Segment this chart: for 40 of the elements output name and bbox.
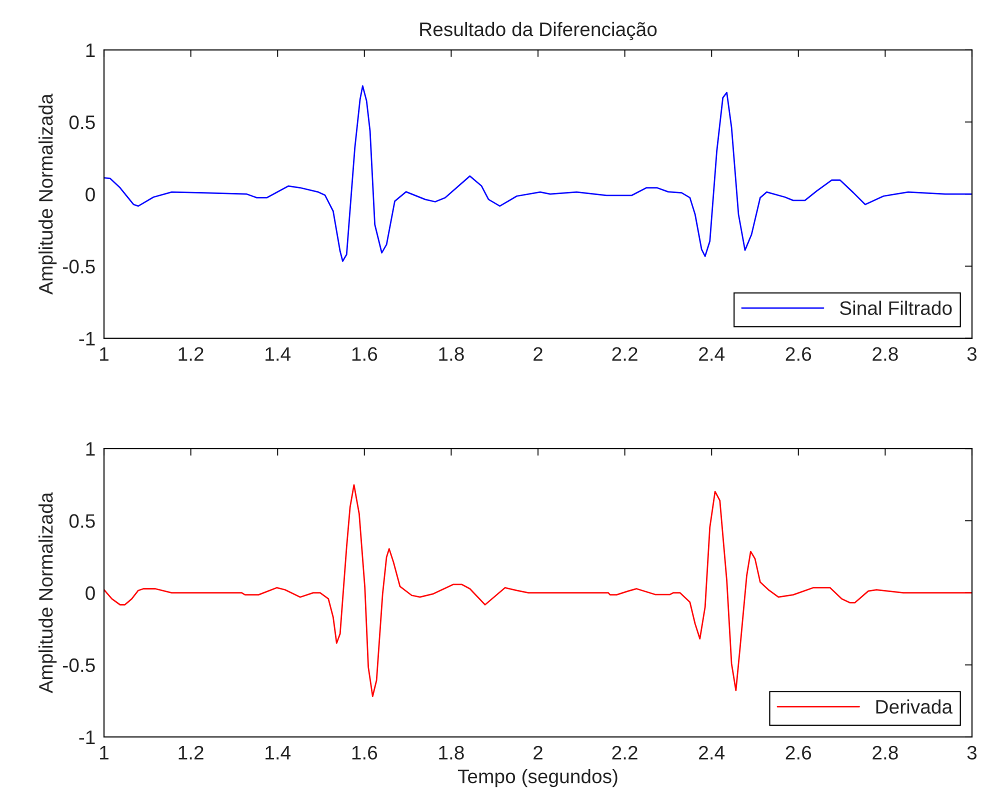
y-tick-label: 1 — [86, 442, 95, 456]
x-tick-label: 2.4 — [699, 347, 725, 361]
x-axis-title: Tempo (segundos) — [458, 768, 618, 788]
chart-title: Resultado da Diferenciação — [420, 22, 657, 40]
x-tick-label: 1.8 — [439, 746, 464, 760]
y-tick-label: -1 — [79, 730, 95, 744]
x-tick-label: 1.6 — [352, 746, 378, 760]
y-tick-label: 0.5 — [69, 514, 95, 528]
x-tick-label: 1 — [100, 746, 108, 760]
y-tick-label: 0.5 — [69, 115, 95, 130]
y-tick-label: -1 — [79, 332, 95, 346]
legend-label: Derivada — [876, 699, 953, 714]
x-tick-label: 3 — [967, 347, 977, 361]
x-tick-label: 1 — [100, 347, 108, 361]
x-tick-label: 2.2 — [612, 746, 638, 760]
x-tick-label: 2.8 — [872, 347, 898, 361]
x-tick-label: 2.6 — [786, 746, 812, 760]
y-tick-label: -0.5 — [63, 260, 95, 274]
x-tick-label: 1.6 — [352, 347, 378, 361]
y-axis-title: Amplitude Normalizada — [38, 94, 57, 295]
legend-label: Sinal Filtrado — [840, 300, 952, 316]
x-tick-label: 2.6 — [786, 347, 812, 361]
line-series — [104, 484, 972, 698]
x-tick-label: 1.2 — [178, 347, 204, 361]
y-tick-label: 0 — [86, 586, 95, 600]
x-tick-label: 2.8 — [872, 746, 898, 760]
y-tick-label: -0.5 — [63, 658, 95, 672]
y-tick-label: 0 — [86, 188, 95, 202]
line-series — [104, 85, 972, 262]
x-tick-label: 1.2 — [178, 746, 204, 760]
x-tick-label: 2.2 — [612, 347, 638, 361]
x-tick-label: 2.4 — [699, 746, 725, 760]
x-tick-label: 2 — [534, 746, 542, 760]
y-axis-title: Amplitude Normalizada — [38, 492, 57, 694]
y-tick-label: 1 — [86, 44, 95, 57]
x-tick-label: 1.4 — [266, 746, 291, 760]
x-tick-label: 1.8 — [439, 347, 464, 361]
x-tick-label: 3 — [967, 746, 977, 760]
x-tick-label: 2 — [534, 347, 542, 361]
x-tick-label: 1.4 — [266, 347, 291, 361]
